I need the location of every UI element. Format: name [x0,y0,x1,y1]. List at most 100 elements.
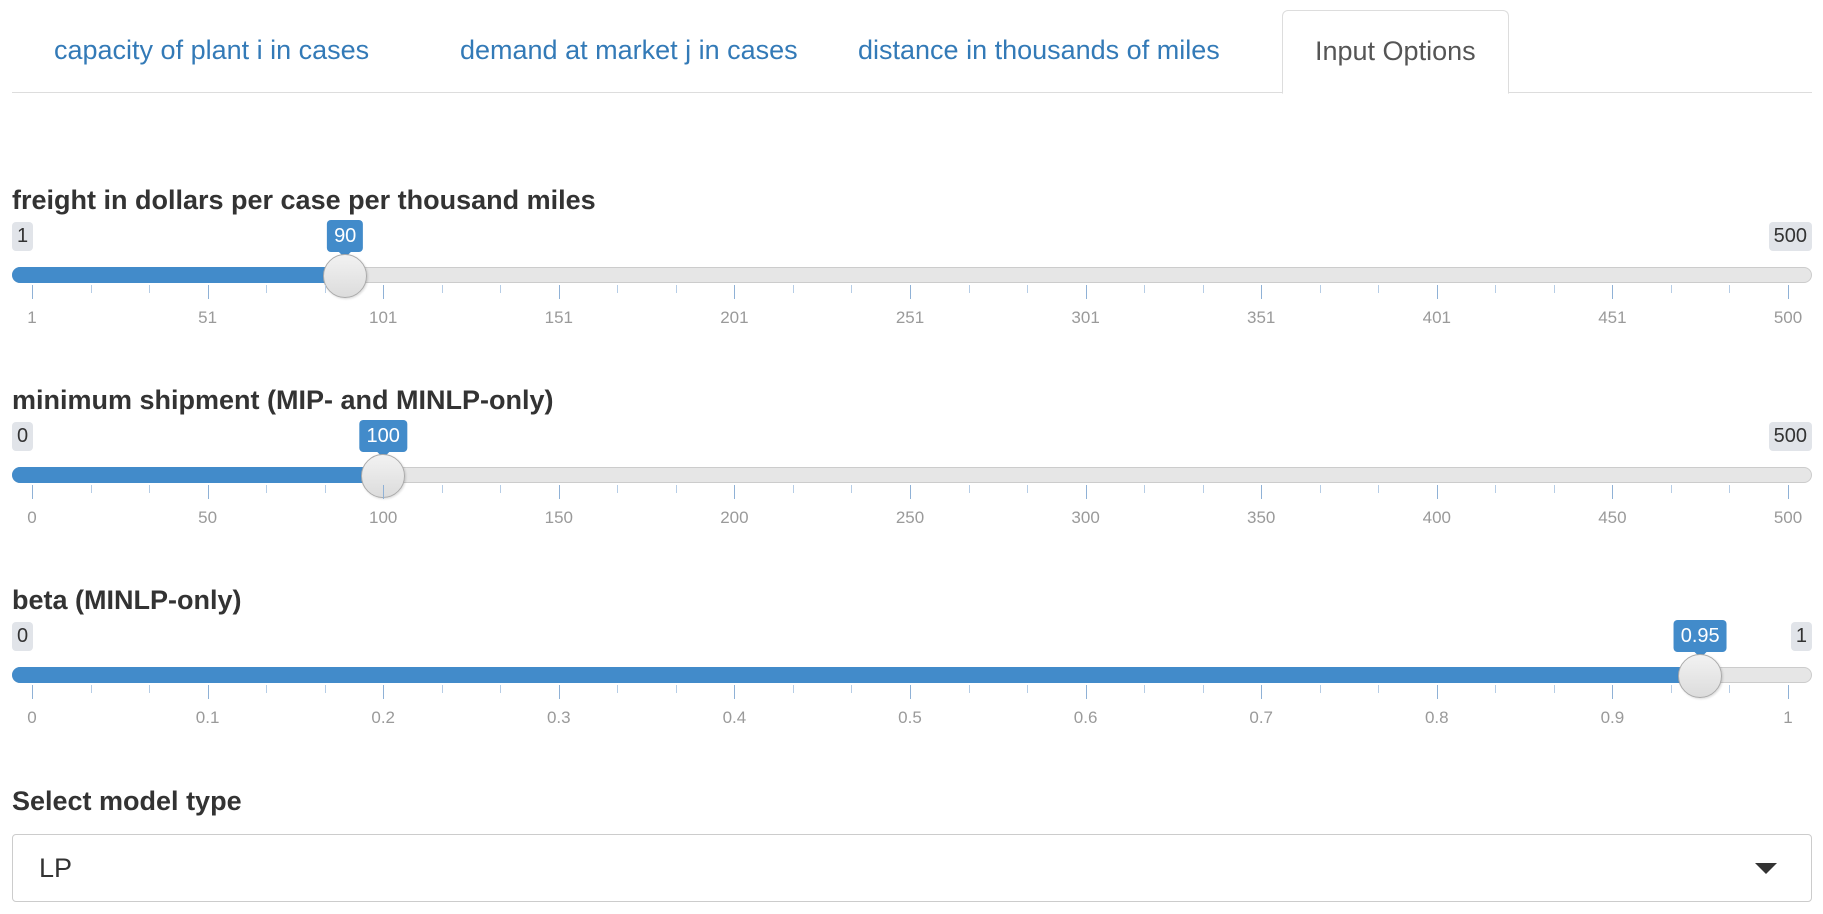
slider-minor-tick [851,485,853,493]
slider-minor-tick [1319,685,1321,693]
beta-slider-label: beta (MINLP-only) [12,585,242,615]
tab-distance[interactable]: distance in thousands of miles [858,35,1220,65]
slider-tick-label: 250 [895,508,925,527]
slider-fill [12,667,1701,683]
slider-minor-tick [968,485,970,493]
slider-tick-label: 151 [544,308,573,327]
slider-major-tick [1612,485,1614,499]
slider-minor-tick [1202,685,1204,693]
slider-major-tick [734,485,736,499]
slider-minor-tick [1378,685,1380,693]
caret-down-icon[interactable] [1755,863,1777,874]
slider-tick-label: 51 [198,308,218,327]
model-type-selected-value: LP [39,853,73,883]
slider-major-tick [1261,485,1263,499]
beta-slider-handle[interactable] [1678,654,1723,698]
slider-minor-tick [792,485,794,493]
slider-tick-label: 201 [720,308,749,327]
freight-slider-label: freight in dollars per case per thousand… [12,185,596,215]
slider-minor-tick [675,485,677,493]
slider-minor-tick [792,685,794,693]
freight-slider-group: freight in dollars per case per thousand… [12,185,1812,355]
slider-fill [12,267,346,283]
slider-major-tick [207,685,209,699]
slider-major-tick [1788,285,1789,299]
slider-tick-label: 100 [369,508,398,527]
slider-minor-tick [1729,285,1731,293]
slider-tick-label: 0.6 [1073,708,1098,727]
tab-demand[interactable]: demand at market j in cases [460,35,798,65]
slider-tick-label: 451 [1598,308,1627,327]
slider-minor-tick [90,485,92,493]
slider-tick-label: 200 [720,508,749,527]
slider-minor-tick [324,685,326,693]
slider-tick-label: 101 [369,308,398,327]
slider-major-tick [734,685,736,699]
slider-tick-label: 1 [27,308,37,327]
slider-min-label: 1 [12,222,34,251]
slider-minor-tick [90,685,92,693]
tab-input-options[interactable]: Input Options [1282,10,1509,94]
slider-tick-label: 0.9 [1600,708,1625,727]
slider-major-tick [558,685,560,699]
slider-tick-label: 500 [1773,308,1803,327]
slider-major-tick [32,685,33,699]
slider-major-tick [1085,285,1087,299]
slider-minor-tick [968,685,970,693]
slider-major-tick [1085,685,1087,699]
slider-fill [12,467,384,483]
slider-major-tick [910,485,911,499]
slider-tick-label: 0.4 [722,708,747,727]
slider-minor-tick [1495,285,1497,293]
slider-minor-tick [149,285,151,293]
slider-minor-tick [1202,485,1204,493]
slider-tick-label: 350 [1247,508,1276,527]
slider-major-tick [1612,685,1614,699]
slider-tick-label: 0 [27,508,37,527]
slider-minor-tick [1202,285,1204,293]
slider-minor-tick [675,285,677,293]
freight-slider-handle[interactable] [323,254,368,298]
slider-minor-tick [149,685,151,693]
slider-minor-tick [266,285,268,293]
slider-minor-tick [441,285,443,293]
slider-major-tick [1436,685,1438,699]
slider-major-tick [910,285,911,299]
tab-capacity[interactable]: capacity of plant i in cases [54,35,370,65]
slider-minor-tick [1027,685,1029,693]
slider-tick-label: 1 [1783,708,1793,727]
slider-value-bubble: 100 [359,420,407,458]
slider-max-label: 500 [1768,422,1812,451]
slider-minor-tick [324,285,326,293]
slider-tick-label: 0.1 [195,708,220,727]
slider-minor-tick [266,485,268,493]
model-type-select[interactable]: LP [12,834,1812,902]
slider-tick-label: 150 [544,508,573,527]
slider-major-tick [1085,485,1087,499]
slider-minor-tick [1378,285,1380,293]
slider-max-label: 1 [1790,622,1812,651]
slider-minor-tick [1027,485,1029,493]
slider-minor-tick [90,285,92,293]
slider-tick-label: 300 [1071,508,1100,527]
slider-minor-tick [792,285,794,293]
slider-min-label: 0 [12,622,34,651]
slider-major-tick [910,685,911,699]
slider-minor-tick [1729,485,1731,493]
slider-minor-tick [1729,685,1731,693]
slider-minor-tick [441,485,443,493]
slider-minor-tick [1144,485,1146,493]
slider-minor-tick [968,285,970,293]
slider-major-tick [383,685,385,699]
slider-minor-tick [617,485,619,493]
slider-major-tick [1436,285,1438,299]
slider-tick-label: 301 [1071,308,1100,327]
slider-tick-label: 0.2 [371,708,396,727]
slider-minor-tick [266,685,268,693]
slider-minor-tick [149,485,151,493]
slider-minor-tick [851,285,853,293]
slider-minor-tick [617,685,619,693]
slider-major-tick [1788,485,1789,499]
slider-minor-tick [1495,685,1497,693]
slider-major-tick [558,485,560,499]
